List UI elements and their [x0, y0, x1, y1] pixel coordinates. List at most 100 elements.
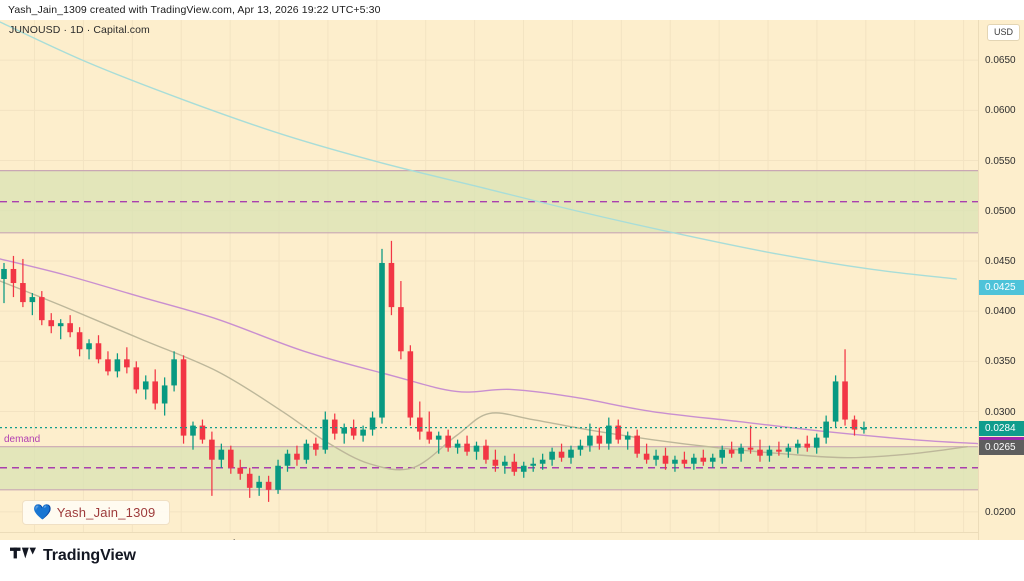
time-tick-label: 11: [29, 539, 39, 540]
time-tick-label: 11: [861, 539, 871, 540]
tradingview-wordmark: TradingView: [43, 546, 136, 564]
candle-body: [681, 459, 688, 464]
candle-body: [691, 457, 697, 464]
candlestick-plot[interactable]: [0, 20, 978, 532]
candle-body: [95, 343, 102, 360]
candle-body: [152, 381, 158, 404]
candle-body: [813, 437, 820, 448]
plot-svg: [0, 20, 978, 532]
candle-body: [795, 443, 801, 448]
candle-body: [719, 449, 725, 458]
candle-body: [369, 417, 376, 430]
blue-heart-icon: 💙: [33, 504, 52, 521]
price-badge-ma-cyan[interactable]: 0.0425: [979, 279, 1024, 295]
chart-area[interactable]: JUNOUSD · 1D · Capital.com demand USD 0.…: [0, 20, 1024, 540]
candle-body: [180, 359, 187, 436]
time-tick-label: Mar: [466, 539, 484, 540]
candle-body: [417, 417, 423, 432]
candle-body: [86, 343, 92, 350]
candle-body: [67, 323, 73, 333]
candle-body: [473, 445, 480, 452]
candle-body: [313, 443, 319, 450]
candle-body: [265, 481, 272, 490]
candle-body: [558, 451, 565, 458]
candle-body: [634, 435, 640, 454]
candle-body: [57, 323, 64, 327]
candle-body: [747, 447, 754, 450]
candle-body: [20, 283, 26, 303]
candle-body: [228, 449, 234, 468]
candle-body: [606, 425, 612, 444]
candle-body: [237, 467, 244, 474]
candle-body: [785, 447, 792, 452]
candle-body: [218, 449, 225, 460]
candle-body: [502, 461, 508, 466]
candle-body: [48, 320, 55, 327]
candle-body: [568, 449, 574, 458]
ma-long-cyan: [0, 21, 957, 280]
candle-body: [624, 435, 631, 440]
candle-body: [190, 425, 196, 436]
watermark-username: Yash_Jain_1309: [56, 505, 156, 520]
time-tick-label: 26: [176, 539, 187, 540]
candle-body: [133, 367, 140, 390]
candle-body: [294, 453, 300, 460]
candle-body: [861, 427, 867, 430]
candle-body: [445, 435, 451, 448]
price-tick-label: 0.0550: [985, 155, 1016, 167]
candle-body: [398, 307, 404, 352]
candle-body: [199, 425, 206, 440]
candle-body: [435, 435, 442, 440]
price-tick-label: 0.0650: [985, 55, 1016, 67]
time-tick-label: 21: [127, 539, 138, 540]
candle-body: [29, 297, 36, 303]
time-tick-label: 21: [665, 539, 676, 540]
candle-body: [539, 459, 546, 464]
demand-zone-label: demand: [4, 433, 41, 445]
ma-mid-purple: [0, 258, 978, 445]
candle-body: [464, 443, 470, 452]
candle-body: [587, 435, 593, 446]
price-tick-label: 0.0350: [985, 356, 1016, 368]
candle-body: [615, 425, 622, 440]
candle-body: [331, 419, 338, 434]
candle-body: [823, 421, 829, 438]
candle-body: [246, 473, 253, 488]
candle-body: [851, 419, 858, 430]
time-scale[interactable]: 11 16 21 26 Feb 6 11 16 21 Mar 6 11 16 21 26 Apr 6 11 16 21: [0, 532, 978, 540]
price-badge-last-price[interactable]: 0.0284: [979, 421, 1024, 437]
candle-body: [275, 465, 281, 490]
candle-body: [426, 431, 433, 440]
price-scale[interactable]: USD 0.0650 0.0600 0.0550 0.0500 0.0450 0.0400…: [978, 20, 1024, 540]
price-tick-label: 0.0200: [985, 506, 1016, 518]
candle-body: [643, 453, 650, 460]
candle-body: [10, 268, 17, 284]
time-tick-label: 11: [567, 539, 577, 540]
candle-body: [832, 381, 839, 422]
candle-body: [776, 449, 782, 452]
candle-body: [1, 268, 7, 280]
candle-body: [511, 461, 518, 472]
candle-body: [407, 351, 414, 418]
candle-body: [738, 447, 744, 454]
time-tick-label: 6: [521, 539, 527, 540]
candle-body: [804, 443, 811, 448]
candle-body: [161, 385, 168, 404]
attribution-text: Yash_Jain_1309 created with TradingView.…: [0, 0, 1024, 20]
candle-body: [454, 443, 461, 448]
candle-body: [549, 451, 555, 460]
time-tick-label: Feb: [221, 539, 239, 540]
candle-body: [483, 445, 489, 460]
price-badge-ma-olive[interactable]: 0.0265: [979, 440, 1024, 456]
symbol-legend[interactable]: JUNOUSD · 1D · Capital.com: [9, 24, 150, 36]
candle-body: [114, 359, 121, 372]
currency-badge: USD: [987, 24, 1021, 41]
time-tick-label: 6: [276, 539, 282, 540]
candle-body: [709, 457, 716, 462]
time-tick-label: 21: [420, 539, 431, 540]
candle-body: [256, 481, 262, 488]
time-tick-label: 16: [616, 539, 627, 540]
candle-body: [142, 381, 149, 390]
candle-body: [662, 455, 669, 464]
